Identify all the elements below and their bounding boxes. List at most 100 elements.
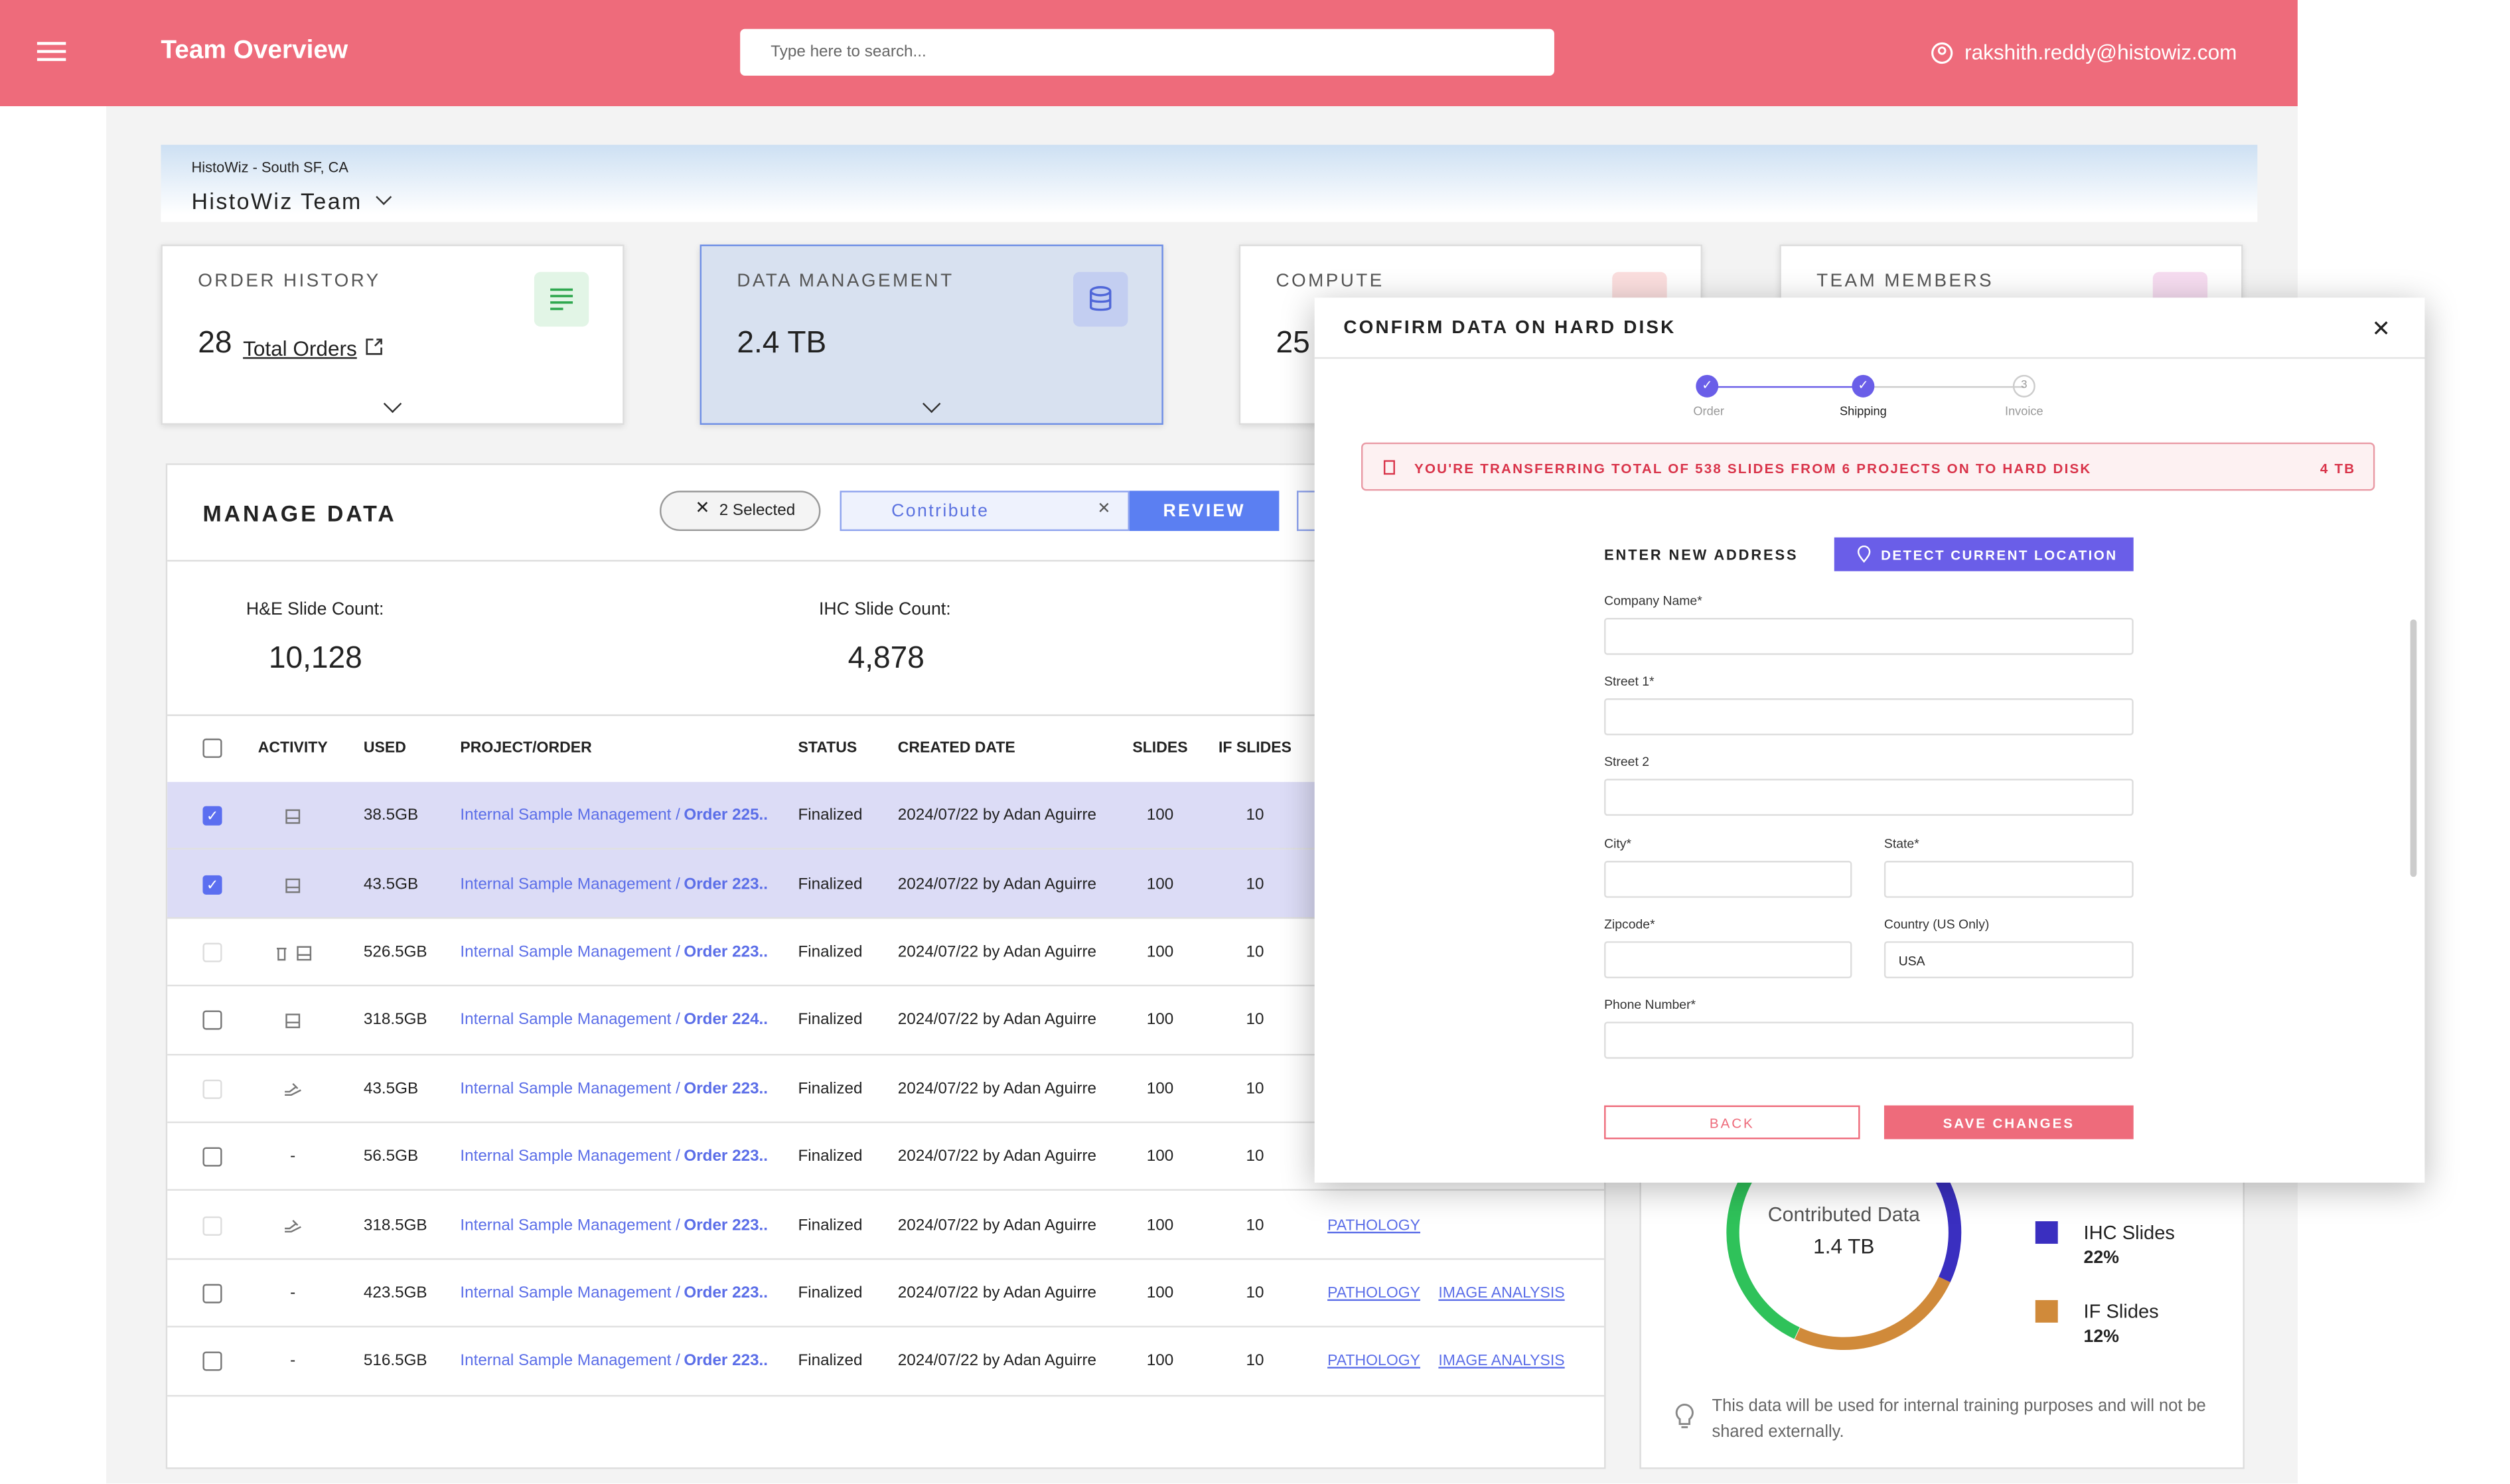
activity-icon: [285, 877, 301, 893]
scrollbar: [2410, 619, 2417, 877]
order[interactable]: Order 223..: [684, 1284, 769, 1303]
text-input[interactable]: [1604, 861, 1852, 898]
card-link[interactable]: Total Orders: [243, 336, 357, 361]
tag-link[interactable]: IMAGE ANALYSIS: [1438, 1353, 1565, 1371]
project[interactable]: Internal Sample Management /: [460, 807, 680, 825]
divider: [167, 714, 1605, 716]
text-input[interactable]: USA: [1883, 941, 2134, 979]
text-input[interactable]: [1604, 1021, 2134, 1059]
chip-close[interactable]: ✕: [695, 498, 710, 518]
menu-button[interactable]: [37, 40, 66, 63]
table-row[interactable]: [167, 1260, 1605, 1328]
team-chevron[interactable]: [376, 188, 392, 205]
field-label: Zipcode*: [1604, 917, 1655, 932]
table-row[interactable]: [167, 1123, 1605, 1191]
table-row[interactable]: [167, 1055, 1605, 1124]
external-icon: [366, 338, 382, 355]
status: Finalized: [798, 943, 863, 962]
row-checkbox[interactable]: [202, 1284, 222, 1303]
order[interactable]: Order 223..: [684, 943, 769, 962]
selected-chip[interactable]: ✕ 2 Selected: [659, 490, 821, 532]
search-box[interactable]: Type here to search...: [740, 29, 1554, 76]
status: Finalized: [798, 875, 863, 893]
project[interactable]: Internal Sample Management /: [460, 1080, 680, 1098]
row-checkbox[interactable]: ✓: [202, 806, 222, 826]
text-input[interactable]: [1604, 779, 2134, 816]
slides: 100: [1146, 943, 1174, 962]
step-line: [1708, 386, 1864, 388]
text-input[interactable]: [1604, 941, 1852, 979]
tag-link[interactable]: PATHOLOGY: [1327, 1353, 1421, 1371]
row-checkbox[interactable]: ✓: [202, 874, 222, 894]
column-header: CREATED DATE: [897, 739, 1015, 757]
status: Finalized: [798, 1217, 863, 1234]
order[interactable]: Order 223..: [684, 1353, 769, 1371]
divider: [1314, 357, 2425, 359]
project[interactable]: Internal Sample Management /: [460, 875, 680, 893]
slides: 100: [1146, 1217, 1174, 1234]
status: Finalized: [798, 1284, 863, 1303]
select-all-checkbox[interactable]: [202, 738, 222, 758]
review-button[interactable]: REVIEW: [1129, 490, 1280, 532]
field-label: Company Name*: [1604, 593, 1702, 609]
field-label: Street 1*: [1604, 674, 1655, 689]
order[interactable]: Order 224..: [684, 1011, 769, 1030]
order[interactable]: Order 225..: [684, 807, 769, 825]
save-button[interactable]: SAVE CHANGES: [1883, 1105, 2134, 1140]
table-row[interactable]: [167, 987, 1605, 1055]
project[interactable]: Internal Sample Management /: [460, 943, 680, 962]
card-icon: [534, 271, 589, 327]
card-value: 2.4 TB: [737, 327, 827, 361]
count-value: 10,128: [268, 642, 362, 676]
text-input[interactable]: [1604, 698, 2134, 735]
row-checkbox[interactable]: [202, 1011, 222, 1031]
order[interactable]: Order 223..: [684, 875, 769, 893]
user-icon: [1931, 42, 1953, 64]
next-button[interactable]: [1297, 490, 1317, 532]
tag-link[interactable]: PATHOLOGY: [1327, 1217, 1421, 1234]
card-chevron[interactable]: [383, 394, 402, 413]
project[interactable]: Internal Sample Management /: [460, 1353, 680, 1371]
detect-label: DETECT CURRENT LOCATION: [1881, 547, 2118, 563]
data-management-card[interactable]: DATA MANAGEMENT 2.4 TB: [700, 244, 1163, 425]
card-title: COMPUTE: [1276, 271, 1384, 291]
row-checkbox: [202, 1079, 222, 1099]
table-row[interactable]: [167, 1328, 1605, 1396]
order[interactable]: Order 223..: [684, 1148, 769, 1166]
order[interactable]: Order 223..: [684, 1080, 769, 1098]
table-row[interactable]: [167, 919, 1605, 987]
contribute-clear[interactable]: ✕: [1097, 500, 1111, 518]
back-button[interactable]: BACK: [1604, 1105, 1860, 1140]
table-row[interactable]: [167, 1191, 1605, 1260]
user-email[interactable]: rakshith.reddy@histowiz.com: [1964, 40, 2237, 64]
donut-label: Contributed Data: [1767, 1203, 1920, 1226]
card-chevron[interactable]: [922, 394, 941, 413]
icon: [285, 1014, 301, 1029]
alert: YOU'RE TRANSFERRING TOTAL OF 538 SLIDES …: [1361, 442, 2375, 491]
project[interactable]: Internal Sample Management /: [460, 1148, 680, 1166]
used: 423.5GB: [363, 1284, 427, 1303]
project[interactable]: Internal Sample Management /: [460, 1217, 680, 1234]
icon: [276, 946, 312, 961]
modal-close[interactable]: ✕: [2371, 315, 2391, 341]
order-history-card[interactable]: ORDER HISTORY 28 Total Orders: [161, 244, 625, 425]
slides: 100: [1146, 1011, 1174, 1030]
column-header: IF SLIDES: [1218, 739, 1292, 757]
created: 2024/07/22 by Adan Aguirre: [897, 943, 1097, 962]
team-name[interactable]: HistoWiz Team: [191, 188, 362, 214]
contribute-field[interactable]: Contribute ✕: [840, 490, 1130, 532]
detect-button[interactable]: DETECT CURRENT LOCATION: [1834, 537, 2134, 571]
text-input[interactable]: [1883, 861, 2134, 898]
row-checkbox[interactable]: [202, 1352, 222, 1372]
order[interactable]: Order 223..: [684, 1217, 769, 1234]
created: 2024/07/22 by Adan Aguirre: [897, 1353, 1097, 1371]
project[interactable]: Internal Sample Management /: [460, 1011, 680, 1030]
tag-link[interactable]: PATHOLOGY: [1327, 1284, 1421, 1303]
tag-link[interactable]: IMAGE ANALYSIS: [1438, 1284, 1565, 1303]
text-input[interactable]: [1604, 617, 2134, 655]
project[interactable]: Internal Sample Management /: [460, 1284, 680, 1303]
row-checkbox[interactable]: [202, 1148, 222, 1167]
bulb-icon: [1675, 1404, 1694, 1428]
step-number: 3: [2012, 374, 2035, 398]
